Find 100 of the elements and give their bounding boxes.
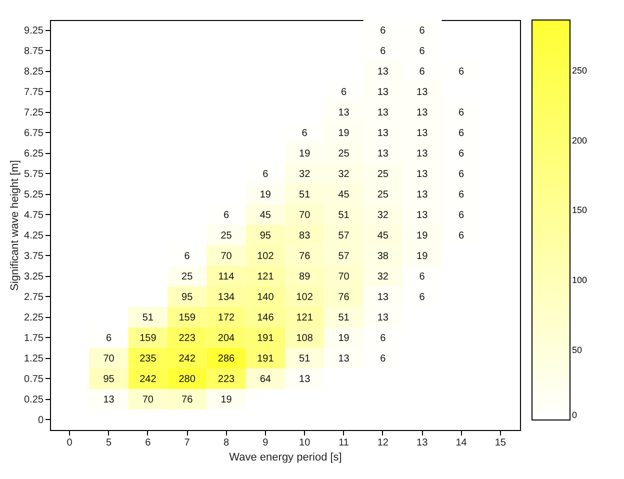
y-tick-label: 5.75 <box>24 168 44 180</box>
y-tick-label: 7.75 <box>24 86 44 98</box>
data-label: 70 <box>220 250 232 262</box>
data-label: 13 <box>416 189 428 200</box>
data-label: 6 <box>223 210 230 221</box>
color-bar-label: 200 <box>572 135 588 146</box>
data-label: 13 <box>338 353 350 364</box>
data-label: 6 <box>458 168 464 180</box>
x-tick-label: 7 <box>184 438 190 448</box>
data-label: 6 <box>458 230 464 242</box>
y-tick-label: 4.25 <box>24 230 44 242</box>
data-label: 134 <box>218 292 236 303</box>
data-label: 6 <box>184 250 190 262</box>
x-tick-label: 11 <box>338 438 350 448</box>
data-label: 13 <box>377 107 389 118</box>
data-label: 45 <box>338 189 350 200</box>
data-label: 19 <box>260 189 272 200</box>
data-label: 6 <box>380 332 386 344</box>
data-label: 6 <box>458 107 464 118</box>
data-label: 19 <box>416 230 428 242</box>
data-label: 6 <box>340 86 347 98</box>
data-label: 13 <box>377 312 389 324</box>
data-label: 223 <box>178 332 196 344</box>
y-tick-label: 6.25 <box>24 148 44 160</box>
data-label: 70 <box>338 271 350 282</box>
data-label: 95 <box>260 230 272 242</box>
data-label: 70 <box>299 210 311 221</box>
data-label: 57 <box>338 230 350 242</box>
y-tick-label: 1.25 <box>24 353 44 364</box>
data-label: 6 <box>458 189 464 200</box>
data-label: 13 <box>416 210 428 221</box>
data-label: 70 <box>103 353 115 364</box>
y-tick-label: 6.75 <box>24 128 44 139</box>
data-label: 6 <box>419 271 426 282</box>
data-label: 108 <box>296 332 314 344</box>
data-label: 76 <box>338 292 350 303</box>
data-label: 223 <box>218 374 236 385</box>
data-label: 6 <box>302 128 308 139</box>
data-label: 19 <box>416 250 428 262</box>
y-tick-label: 0.75 <box>24 374 44 385</box>
data-label: 25 <box>377 168 389 180</box>
x-tick-label: 5 <box>106 438 112 448</box>
x-tick-label: 10 <box>299 438 311 448</box>
data-label: 19 <box>338 128 350 139</box>
data-label: 6 <box>458 148 464 160</box>
data-label: 191 <box>257 353 274 364</box>
data-label: 76 <box>182 394 194 406</box>
color-bar-label: 250 <box>572 65 588 76</box>
x-tick-label: 6 <box>145 438 152 448</box>
data-label: 191 <box>257 332 274 344</box>
data-label: 6 <box>458 128 464 139</box>
x-tick-label: 13 <box>416 438 428 448</box>
data-label: 32 <box>338 168 350 180</box>
y-tick-label: 2.25 <box>24 312 44 324</box>
data-label: 204 <box>218 332 236 344</box>
x-tick-label: 0 <box>66 438 73 448</box>
data-label: 25 <box>182 271 194 282</box>
data-label: 95 <box>182 292 194 303</box>
data-label: 242 <box>178 353 196 364</box>
data-label: 45 <box>377 230 389 242</box>
y-tick-label: 1.75 <box>24 332 44 344</box>
data-label: 19 <box>299 148 311 160</box>
data-label: 51 <box>338 312 350 324</box>
data-label: 25 <box>377 189 389 200</box>
data-label: 13 <box>377 86 389 98</box>
data-label: 13 <box>377 128 389 139</box>
data-label: 6 <box>380 25 386 36</box>
y-tick-label: 3.75 <box>24 250 44 262</box>
data-label: 286 <box>218 353 236 364</box>
data-label: 13 <box>103 394 115 406</box>
color-bar-label: 50 <box>572 345 582 356</box>
data-label: 19 <box>338 332 350 344</box>
data-label: 70 <box>142 394 154 406</box>
data-label: 6 <box>106 332 112 344</box>
data-label: 114 <box>218 271 235 282</box>
data-label: 6 <box>262 168 269 180</box>
data-label: 121 <box>257 271 274 282</box>
y-tick-label: 2.75 <box>24 292 44 303</box>
data-label: 13 <box>416 86 428 98</box>
data-label: 19 <box>220 394 232 406</box>
color-bar-label: 150 <box>572 205 588 216</box>
y-axis-title: Significant wave height [m] <box>9 160 22 291</box>
y-tick-label: 5.25 <box>24 189 44 200</box>
data-label: 6 <box>419 66 426 78</box>
data-label: 6 <box>419 292 426 303</box>
data-label: 102 <box>257 250 274 262</box>
data-label: 89 <box>299 271 311 282</box>
data-label: 13 <box>416 128 428 139</box>
data-label: 6 <box>458 210 464 221</box>
y-tick-label: 0 <box>38 414 44 426</box>
data-label: 13 <box>416 107 428 118</box>
x-axis-title: Wave energy period [s] <box>229 452 342 464</box>
data-label: 83 <box>299 230 311 242</box>
data-label: 172 <box>218 312 236 324</box>
y-tick-label: 9.25 <box>24 25 44 36</box>
data-label: 45 <box>260 210 272 221</box>
data-label: 32 <box>377 271 389 282</box>
data-label: 235 <box>140 353 157 364</box>
data-label: 6 <box>419 25 426 36</box>
data-label: 13 <box>338 107 350 118</box>
